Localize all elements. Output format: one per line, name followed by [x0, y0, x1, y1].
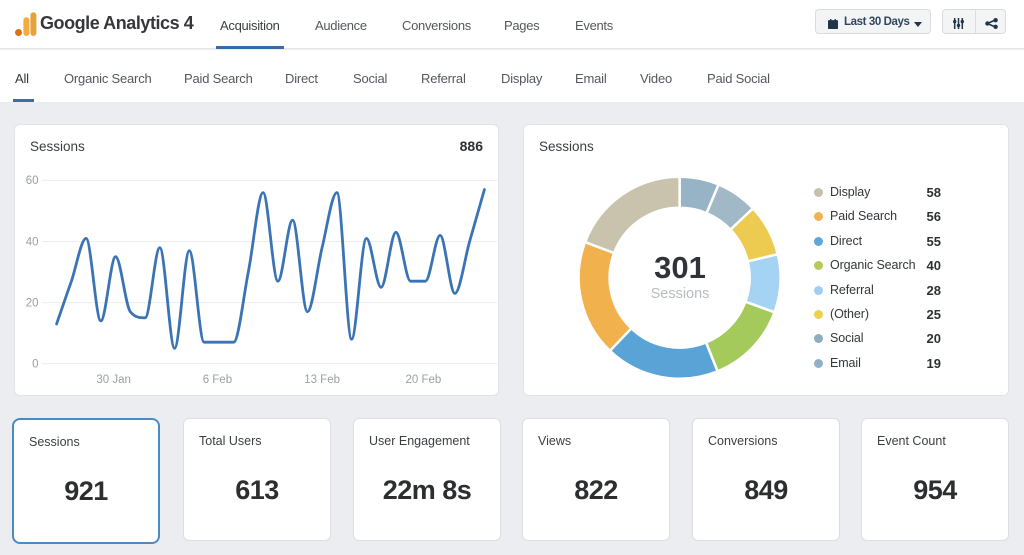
svg-text:20: 20 [26, 297, 39, 309]
svg-text:6 Feb: 6 Feb [203, 374, 232, 386]
svg-text:20 Feb: 20 Feb [405, 374, 441, 386]
svg-text:0: 0 [32, 358, 38, 370]
svg-text:40: 40 [26, 236, 39, 248]
svg-text:13 Feb: 13 Feb [304, 374, 340, 386]
svg-text:60: 60 [26, 175, 39, 187]
svg-text:30 Jan: 30 Jan [96, 374, 131, 386]
